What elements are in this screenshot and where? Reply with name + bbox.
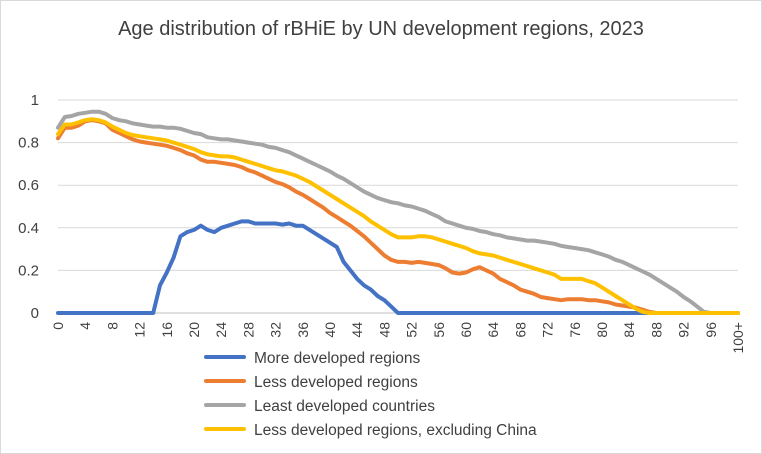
x-tick-label: 100+	[730, 322, 746, 354]
x-tick-label: 4	[77, 322, 93, 330]
x-tick-label: 80	[594, 322, 610, 338]
legend-label-3: Least developed countries	[254, 398, 435, 415]
y-tick-label: 0	[31, 305, 39, 322]
legend-label-1: More developed regions	[254, 350, 421, 367]
x-tick-label: 76	[567, 322, 583, 338]
x-tick-label: 8	[104, 322, 120, 330]
y-tick-label: 0.2	[18, 262, 39, 279]
x-tick-label: 44	[349, 322, 365, 338]
series-line-3	[56, 109, 740, 315]
legend-label-2: Less developed regions	[254, 374, 418, 391]
x-tick-label: 20	[186, 322, 202, 338]
y-tick-label: 0.8	[18, 135, 39, 152]
x-tick-label: 68	[512, 322, 528, 338]
x-tick-label: 32	[268, 322, 284, 338]
series-line-4	[56, 117, 740, 315]
y-tick-label: 0.6	[18, 177, 39, 194]
x-tick-label: 12	[132, 322, 148, 338]
x-tick-label: 88	[648, 322, 664, 338]
x-tick-label: 28	[240, 322, 256, 338]
x-tick-label: 60	[458, 322, 474, 338]
series-line-2	[56, 118, 740, 315]
x-tick-label: 16	[159, 322, 175, 338]
x-tick-label: 92	[676, 322, 692, 338]
x-tick-label: 0	[50, 322, 66, 330]
x-tick-label: 36	[295, 322, 311, 338]
y-tick-label: 0.4	[18, 220, 39, 237]
legend-label-4: Less developed regions, excluding China	[254, 422, 537, 439]
series-line-1	[56, 219, 740, 315]
x-tick-label: 64	[485, 322, 501, 338]
y-tick-label: 1	[31, 92, 39, 109]
x-tick-label: 84	[621, 322, 637, 338]
x-tick-label: 72	[540, 322, 556, 338]
x-tick-label: 96	[703, 322, 719, 338]
x-tick-label: 52	[404, 322, 420, 338]
x-tick-label: 48	[376, 322, 392, 338]
x-tick-label: 24	[213, 322, 229, 338]
x-tick-label: 40	[322, 322, 338, 338]
x-tick-label: 56	[431, 322, 447, 338]
chart-title: Age distribution of rBHiE by UN developm…	[118, 18, 644, 40]
